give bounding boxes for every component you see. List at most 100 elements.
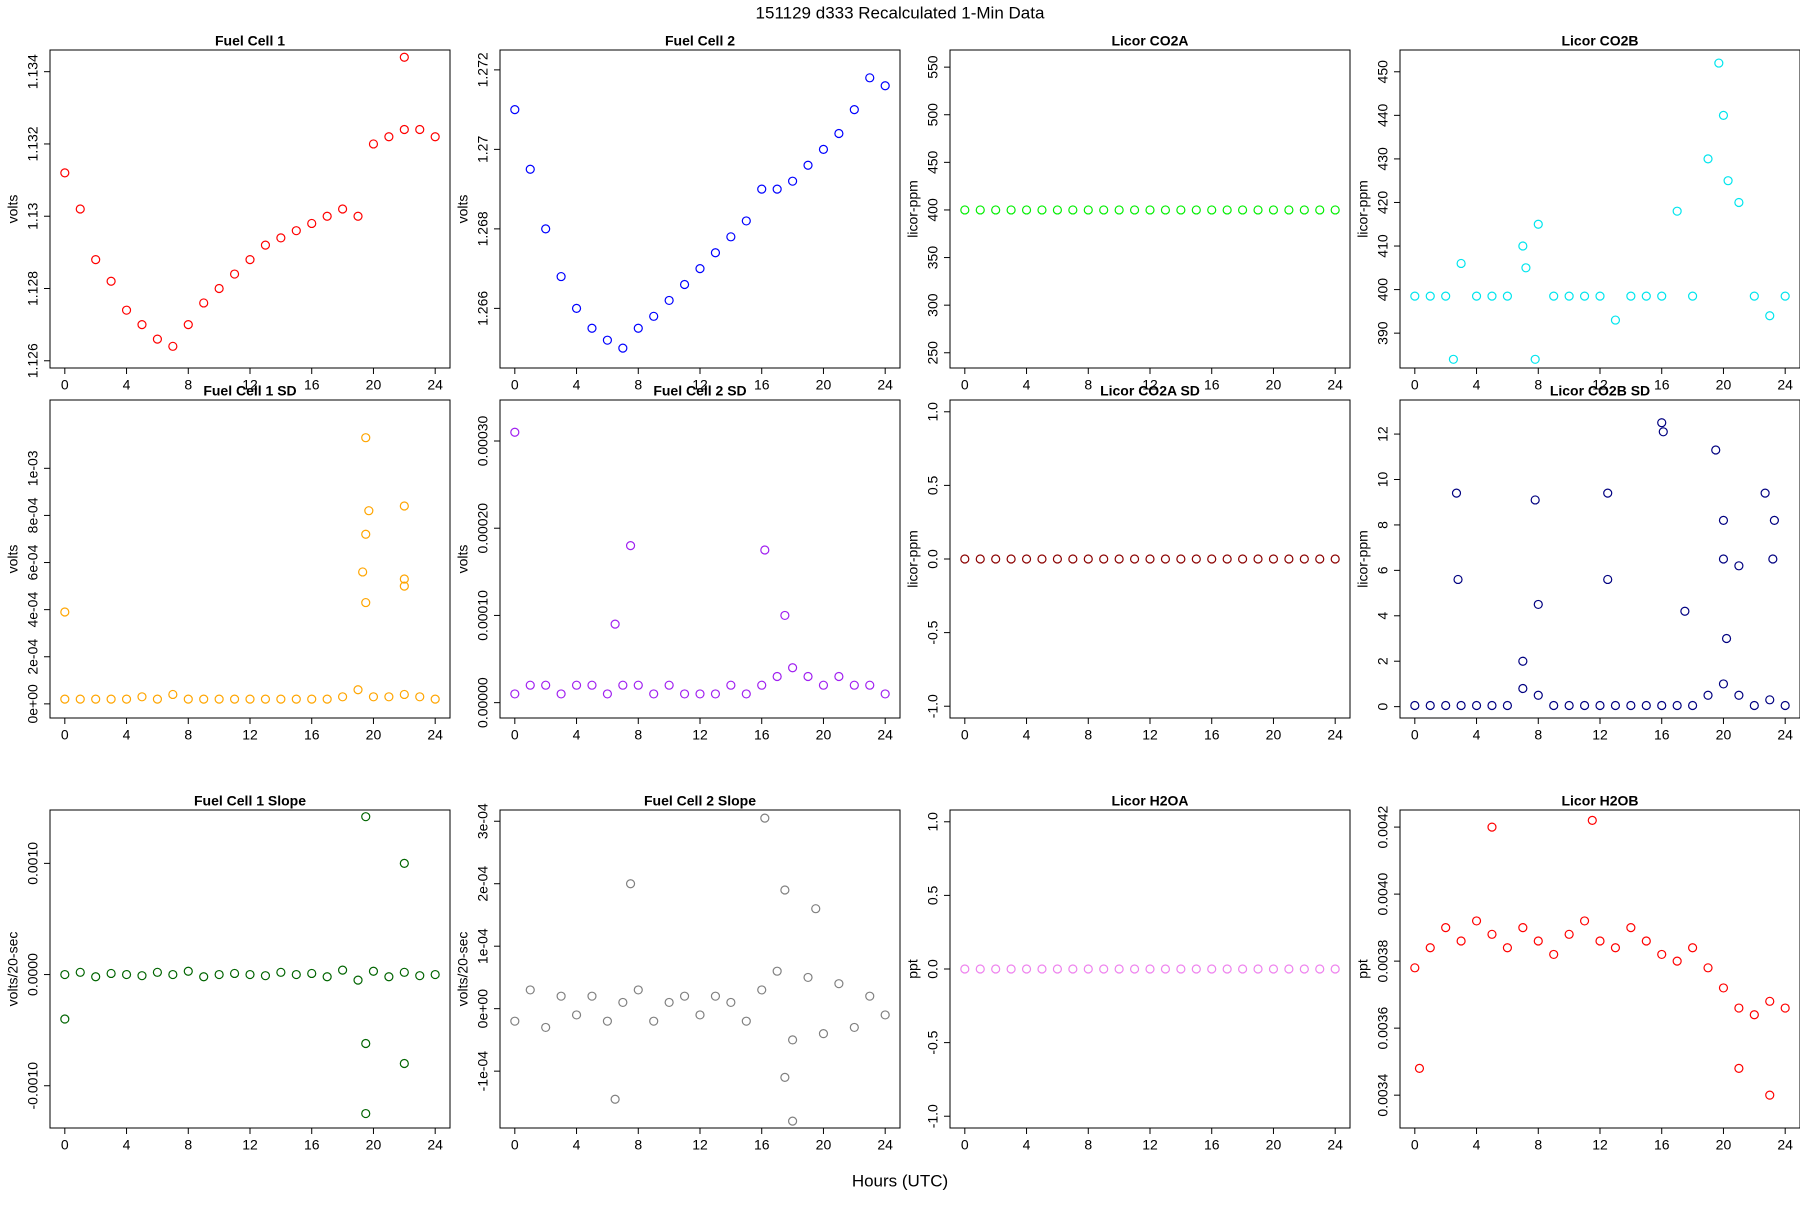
point — [1191, 964, 1201, 974]
point — [1657, 418, 1667, 428]
point — [1145, 964, 1155, 974]
point — [625, 541, 636, 551]
x-tick-label: 12 — [242, 377, 258, 393]
plot-frame — [949, 399, 1351, 719]
point — [1502, 700, 1513, 711]
y-axis-label: licor-ppm — [905, 530, 921, 588]
point — [1456, 700, 1466, 711]
x-tick-label: 24 — [1777, 727, 1793, 743]
point — [1769, 515, 1779, 525]
x-tick-label: 20 — [1266, 727, 1282, 743]
point — [1052, 554, 1063, 564]
point — [245, 254, 255, 265]
point — [358, 567, 368, 577]
point — [1068, 554, 1078, 564]
x-tick-label: 4 — [1473, 727, 1481, 743]
y-axis-label: volts/20-sec — [455, 932, 471, 1007]
point — [260, 240, 271, 250]
point — [1037, 205, 1047, 215]
y-tick-label: 0.0000 — [25, 953, 41, 996]
point — [1518, 656, 1528, 666]
point — [610, 619, 620, 629]
point — [1471, 291, 1482, 301]
point — [1021, 205, 1032, 215]
y-tick-label: 1.13 — [25, 202, 41, 229]
point — [818, 144, 829, 154]
point — [1284, 554, 1294, 564]
x-tick-label: 16 — [1654, 1137, 1670, 1153]
point — [587, 991, 597, 1001]
point — [1765, 1090, 1775, 1100]
point — [1610, 700, 1621, 711]
point — [199, 972, 209, 982]
point — [430, 969, 440, 980]
point — [1268, 964, 1279, 974]
point — [1284, 964, 1294, 974]
point — [1672, 956, 1682, 966]
point — [75, 694, 85, 704]
point — [415, 692, 425, 702]
point — [679, 279, 690, 290]
point — [1441, 700, 1451, 711]
point — [1145, 554, 1155, 564]
y-tick-label: 6 — [1375, 566, 1391, 574]
point — [780, 610, 790, 621]
point — [260, 971, 271, 981]
point — [1734, 561, 1744, 571]
x-tick-label: 16 — [1204, 1137, 1220, 1153]
x-tick-label: 4 — [573, 727, 581, 743]
point — [1425, 943, 1435, 953]
point — [353, 975, 363, 985]
y-tick-label: 8e-04 — [25, 497, 41, 533]
point — [1299, 554, 1309, 564]
plot-frame — [499, 49, 901, 369]
point — [1441, 291, 1451, 301]
point — [1237, 964, 1248, 974]
point — [1549, 700, 1559, 711]
point — [618, 997, 628, 1008]
point — [1207, 554, 1217, 564]
x-tick-label: 20 — [1716, 727, 1732, 743]
x-tick-label: 4 — [1023, 1137, 1031, 1153]
y-tick-label: 0.0038 — [1375, 940, 1391, 983]
point — [1718, 110, 1729, 120]
x-tick-label: 16 — [1654, 727, 1670, 743]
x-tick-label: 8 — [1084, 727, 1092, 743]
y-tick-label: 0.0 — [925, 959, 941, 979]
point — [587, 323, 597, 333]
x-tick-label: 4 — [1473, 377, 1481, 393]
x-tick-label: 12 — [692, 377, 708, 393]
point — [710, 248, 721, 258]
point — [399, 581, 409, 591]
point — [1487, 822, 1497, 832]
y-axis-label: ppt — [1355, 959, 1371, 979]
point — [1595, 700, 1605, 711]
point — [760, 813, 770, 823]
point — [1579, 916, 1590, 926]
y-axis-label: volts — [5, 195, 21, 224]
point — [1253, 964, 1263, 974]
y-tick-label: 0.00010 — [475, 590, 491, 641]
point — [849, 1022, 859, 1033]
point — [787, 1035, 798, 1045]
point — [1641, 700, 1651, 711]
y-tick-label: 0.0 — [925, 549, 941, 569]
point — [618, 680, 628, 690]
point — [199, 694, 209, 704]
x-tick-label: 20 — [1716, 377, 1732, 393]
point — [399, 967, 409, 977]
point — [1680, 606, 1690, 616]
y-tick-label: 420 — [1375, 191, 1391, 215]
point — [1641, 936, 1651, 946]
point — [399, 501, 409, 511]
y-tick-label: 3e-04 — [475, 803, 491, 839]
point — [1114, 554, 1124, 564]
y-tick-label: -1.0 — [925, 1104, 941, 1128]
point — [602, 689, 613, 699]
point — [1579, 700, 1590, 711]
x-tick-label: 20 — [816, 727, 832, 743]
y-tick-label: 1.132 — [25, 126, 41, 161]
x-tick-label: 8 — [1084, 377, 1092, 393]
y-axis-label: licor-ppm — [1355, 530, 1371, 588]
point — [361, 1108, 371, 1119]
